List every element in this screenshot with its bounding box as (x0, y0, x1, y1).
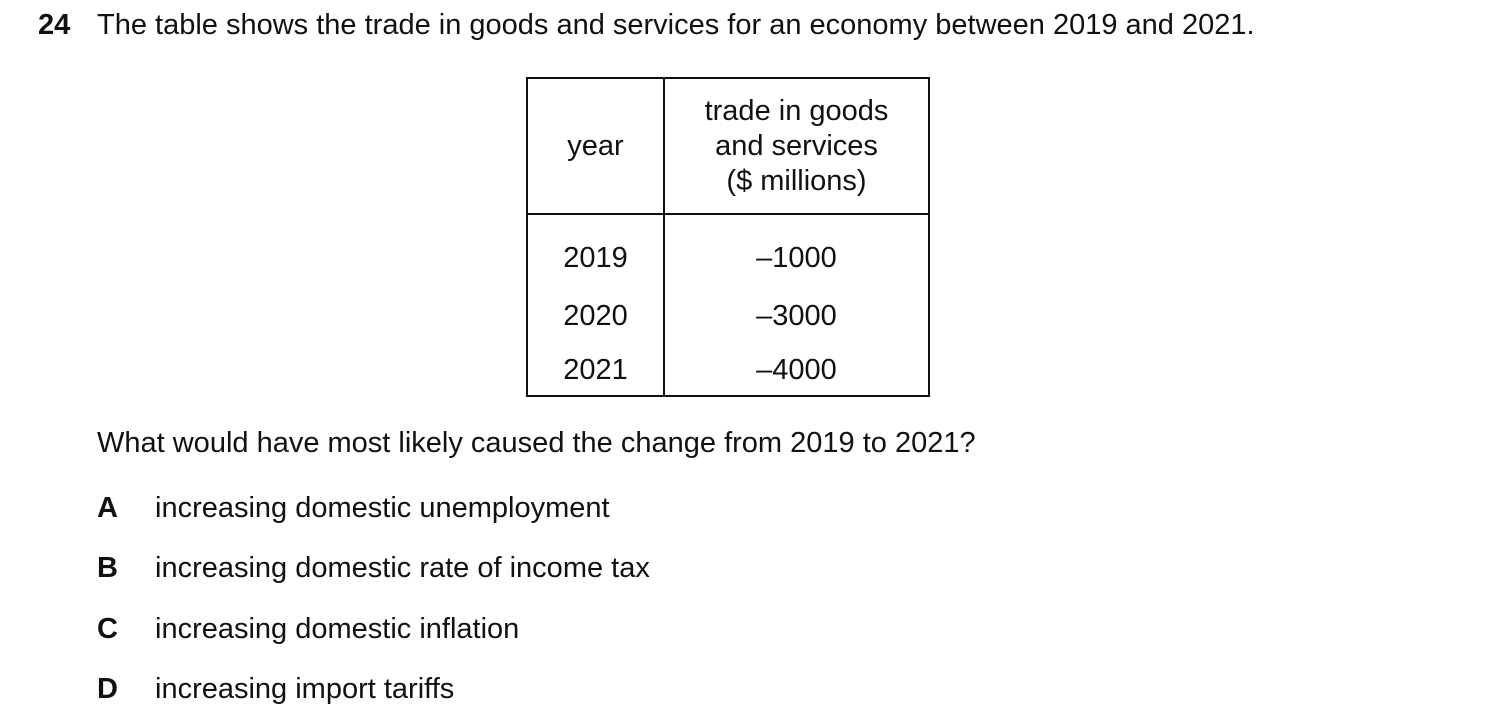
trade-header-line-3: ($ millions) (726, 164, 867, 197)
trade-value-cell: –1000 (756, 241, 837, 274)
table-row: 2019 –1000 (527, 214, 929, 287)
trade-column-header: trade in goods and services ($ millions) (664, 78, 929, 215)
table-row: 2021 –4000 (527, 345, 929, 396)
trade-value-cell: –4000 (756, 353, 837, 386)
option-text: increasing domestic inflation (155, 613, 520, 645)
option-text: increasing import tariffs (155, 673, 455, 705)
question-number: 24 (38, 9, 71, 41)
question-stem: The table shows the trade in goods and s… (97, 9, 1255, 41)
table-row: 2020 –3000 (527, 287, 929, 345)
trade-value-cell: –3000 (756, 299, 837, 332)
trade-header-line-1: trade in goods (704, 94, 889, 127)
option-text: increasing domestic rate of income tax (155, 552, 650, 584)
option-letter: D (97, 673, 118, 705)
table-header-row: year trade in goods and services ($ mill… (527, 78, 929, 215)
year-cell: 2020 (527, 287, 665, 345)
question-prompt: What would have most likely caused the c… (97, 427, 976, 459)
option-letter: A (97, 492, 118, 524)
option-letter: C (97, 613, 118, 645)
year-cell: 2021 (527, 345, 665, 396)
year-cell: 2019 (527, 214, 665, 287)
option-letter: B (97, 552, 118, 584)
trade-header-line-2: and services (715, 129, 878, 162)
trade-table: year trade in goods and services ($ mill… (526, 77, 930, 397)
year-column-header: year (527, 78, 665, 215)
option-text: increasing domestic unemployment (155, 492, 610, 524)
